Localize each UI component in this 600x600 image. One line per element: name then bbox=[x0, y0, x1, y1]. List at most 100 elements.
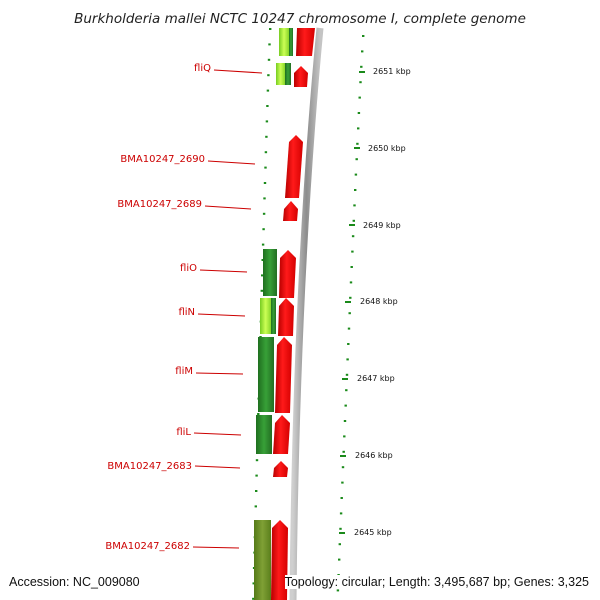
minor-tick bbox=[254, 505, 257, 508]
minor-tick bbox=[345, 389, 348, 392]
gene-arrow-top[interactable] bbox=[296, 28, 315, 56]
minor-tick bbox=[340, 497, 343, 499]
minor-tick bbox=[262, 228, 265, 231]
chromosome-backbone bbox=[289, 27, 324, 600]
minor-tick bbox=[268, 43, 271, 46]
minor-tick bbox=[354, 189, 357, 191]
gene-arrow-flin[interactable] bbox=[278, 298, 294, 336]
minor-tick bbox=[262, 212, 266, 215]
topology-summary: Topology: circular; Length: 3,495,687 bp… bbox=[284, 575, 589, 589]
gene-arrow-flil[interactable] bbox=[273, 415, 290, 454]
gene-arrow-flim[interactable] bbox=[275, 337, 292, 413]
gene-label-flim[interactable]: fliM bbox=[175, 366, 244, 377]
minor-tick bbox=[344, 404, 347, 407]
minor-tick bbox=[264, 151, 268, 154]
minor-tick bbox=[263, 197, 266, 200]
minor-tick bbox=[264, 166, 267, 169]
minor-tick bbox=[338, 558, 341, 561]
gene-label-text: fliN bbox=[178, 307, 195, 318]
gene-label-bma10247_2683[interactable]: BMA10247_2683 bbox=[107, 461, 241, 472]
reverse-strand-track bbox=[254, 28, 293, 600]
gene-label-leader bbox=[194, 465, 241, 469]
gene-block-flim[interactable] bbox=[258, 337, 274, 412]
gene-label-text: BMA10247_2689 bbox=[117, 199, 202, 210]
minor-tick bbox=[350, 266, 353, 268]
minor-tick bbox=[257, 413, 260, 415]
kbp-label: 2651 kbp bbox=[373, 67, 411, 76]
minor-tick bbox=[349, 281, 353, 284]
minor-tick bbox=[353, 204, 356, 207]
gene-label-text: fliM bbox=[175, 366, 193, 377]
minor-tick bbox=[338, 543, 341, 546]
gene-arrow-2683[interactable] bbox=[273, 461, 288, 477]
minor-tick bbox=[269, 28, 272, 30]
minor-tick bbox=[265, 135, 268, 138]
gene-label-text: fliO bbox=[180, 263, 197, 274]
gene-block-fliq-light[interactable] bbox=[276, 63, 285, 85]
minor-tick bbox=[355, 158, 358, 161]
gene-block-fliq-dark[interactable] bbox=[285, 63, 291, 85]
minor-tick bbox=[267, 58, 271, 61]
minor-tick bbox=[349, 296, 352, 299]
minor-tick bbox=[343, 435, 346, 438]
gene-arrow-flio[interactable] bbox=[279, 250, 296, 298]
minor-tick bbox=[356, 142, 359, 145]
minor-tick bbox=[267, 74, 270, 77]
gene-labels: fliQ BMA10247_2690 BMA10247_2689 fliO fliN fl… bbox=[105, 63, 263, 552]
kbp-label: 2649 kbp bbox=[363, 221, 401, 230]
minor-tick bbox=[266, 105, 269, 107]
kbp-label: 2650 kbp bbox=[368, 144, 406, 153]
minor-tick bbox=[362, 35, 365, 37]
minor-tick bbox=[352, 219, 355, 222]
minor-tick bbox=[357, 112, 361, 114]
minor-tick bbox=[261, 243, 265, 246]
minor-tick bbox=[339, 512, 343, 515]
gene-label-fliq[interactable]: fliQ bbox=[194, 63, 263, 74]
gene-block-top-light[interactable] bbox=[279, 28, 289, 56]
minor-tick bbox=[346, 358, 349, 361]
minor-tick bbox=[347, 327, 351, 330]
gene-label-text: BMA10247_2683 bbox=[107, 461, 192, 472]
right-tick-track bbox=[336, 35, 365, 592]
minor-tick bbox=[252, 597, 255, 600]
minor-tick bbox=[336, 589, 340, 592]
gene-label-bma10247_2689[interactable]: BMA10247_2689 bbox=[117, 199, 252, 210]
minor-tick bbox=[265, 120, 269, 123]
gene-block-top-dark[interactable] bbox=[289, 28, 293, 56]
minor-tick bbox=[342, 450, 345, 453]
minor-tick bbox=[261, 274, 264, 277]
gene-label-flil[interactable]: fliL bbox=[176, 427, 242, 438]
minor-tick bbox=[266, 89, 270, 92]
minor-tick bbox=[260, 289, 263, 292]
gene-label-bma10247_2682[interactable]: BMA10247_2682 bbox=[105, 541, 240, 552]
gene-label-flin[interactable]: fliN bbox=[178, 307, 246, 318]
minor-tick bbox=[351, 235, 355, 238]
gene-label-leader bbox=[207, 160, 256, 165]
gene-label-leader bbox=[195, 372, 244, 375]
minor-tick bbox=[348, 312, 351, 315]
map-title: Burkholderia mallei NCTC 10247 chromosom… bbox=[74, 11, 526, 27]
gene-label-text: BMA10247_2682 bbox=[105, 541, 190, 552]
minor-tick bbox=[343, 420, 347, 422]
gene-arrow-2682[interactable] bbox=[271, 520, 288, 600]
gene-arrow-2690[interactable] bbox=[285, 135, 303, 198]
minor-tick bbox=[261, 259, 264, 261]
gene-block-2682[interactable] bbox=[254, 520, 271, 600]
gene-label-bma10247_2690[interactable]: BMA10247_2690 bbox=[120, 154, 256, 165]
minor-tick bbox=[351, 250, 354, 253]
minor-tick bbox=[358, 96, 361, 99]
gene-arrow-2689[interactable] bbox=[283, 201, 298, 221]
gene-block-flio[interactable] bbox=[263, 249, 277, 296]
minor-tick bbox=[255, 490, 258, 492]
gene-block-flin-dark[interactable] bbox=[271, 298, 276, 334]
minor-tick bbox=[361, 50, 364, 53]
gene-block-flin-light[interactable] bbox=[260, 298, 271, 334]
gene-label-flio[interactable]: fliO bbox=[180, 263, 248, 274]
minor-tick bbox=[360, 65, 363, 68]
gene-label-leader bbox=[199, 269, 248, 273]
kbp-labels: 2651 kbp 2650 kbp 2649 kbp 2648 kbp 2647 kbp… bbox=[339, 67, 411, 537]
minor-tick bbox=[359, 81, 362, 84]
gene-arrow-fliq[interactable] bbox=[294, 66, 308, 87]
gene-block-flil[interactable] bbox=[256, 415, 272, 454]
